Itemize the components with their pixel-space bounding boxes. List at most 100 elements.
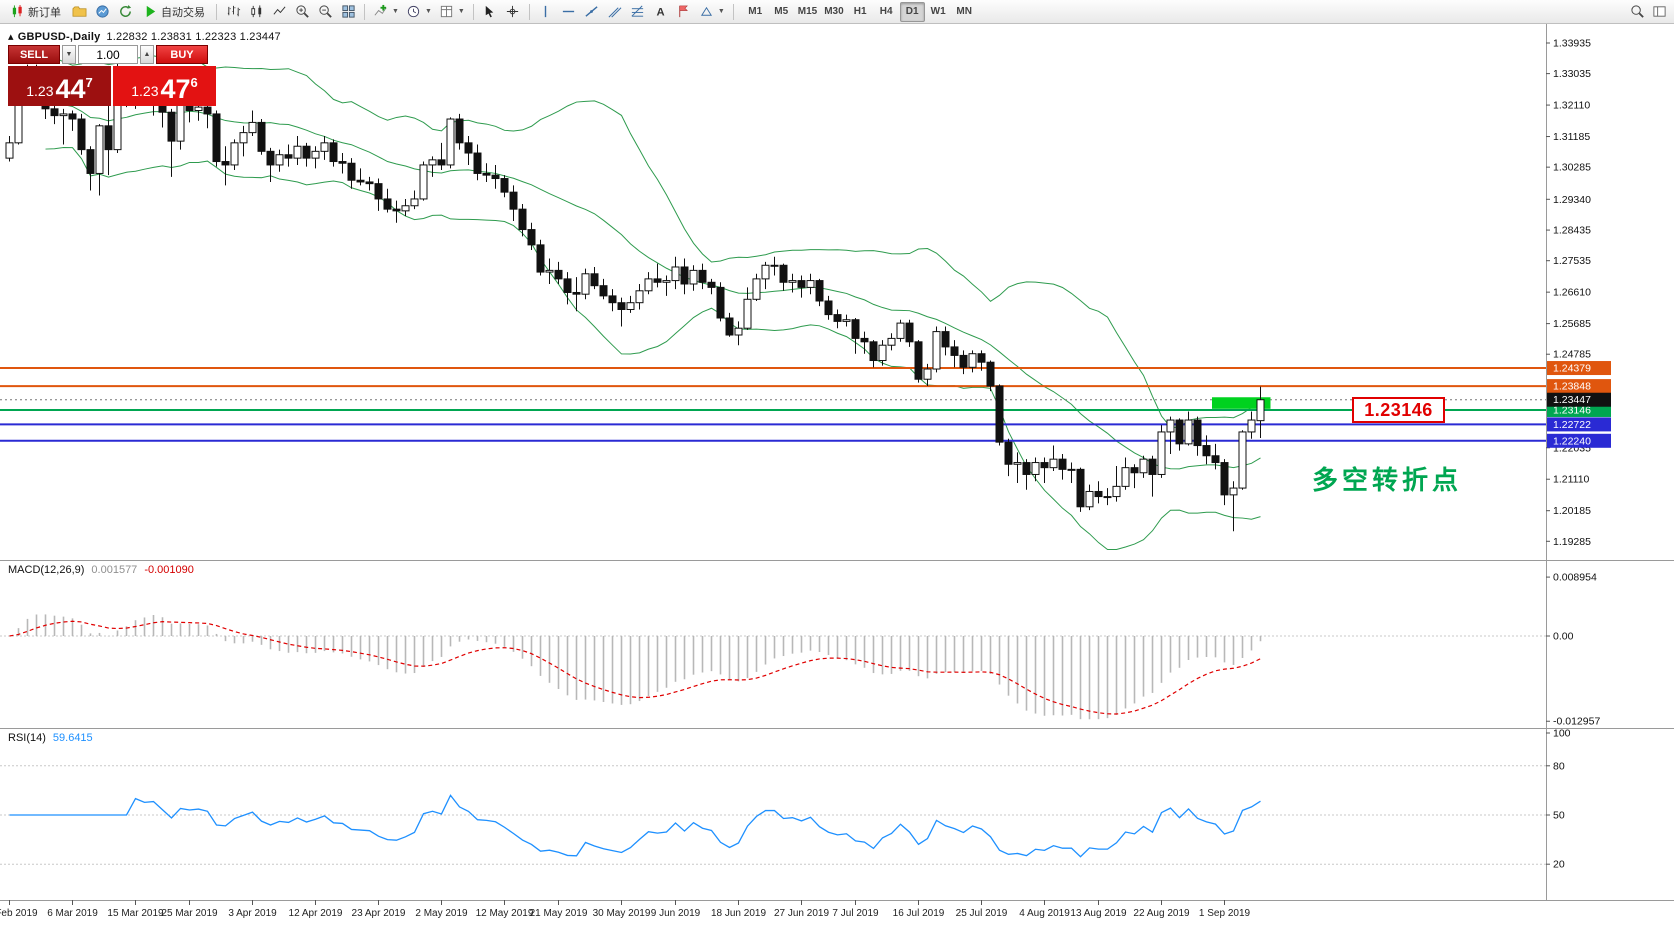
refresh-button[interactable] <box>114 2 136 22</box>
text-label-button[interactable] <box>673 2 695 22</box>
new-order-button[interactable]: 新订单 <box>4 2 67 22</box>
chart-window-icon <box>95 5 109 18</box>
candle-body <box>509 191 518 210</box>
text-tool-button[interactable]: A <box>650 2 672 22</box>
candle-body <box>428 159 437 166</box>
price-label-1.24379: 1.24379 <box>1553 363 1591 375</box>
timeframe-button-m1[interactable]: M1 <box>743 2 768 22</box>
price-label-1.22722: 1.22722 <box>1553 419 1591 431</box>
highlight-rectangle[interactable] <box>1212 397 1271 409</box>
layout-button[interactable] <box>1648 2 1670 22</box>
volume-input[interactable] <box>78 45 138 64</box>
candle-body <box>1085 490 1094 508</box>
candle-body <box>491 174 500 180</box>
candle-body <box>1103 496 1112 499</box>
collapse-arrow-icon[interactable]: ▴ <box>8 31 14 43</box>
volume-increase-button[interactable]: ▲ <box>140 45 154 64</box>
timeframe-button-w1[interactable]: W1 <box>926 2 951 22</box>
date-label: 30 May 2019 <box>593 908 651 919</box>
candle-body <box>1193 419 1202 447</box>
buy-button[interactable]: BUY <box>156 45 208 64</box>
rsi-axis-label: 100 <box>1553 728 1571 740</box>
candle-body <box>68 113 77 120</box>
search-icon <box>1630 5 1644 18</box>
timeframe-button-d1[interactable]: D1 <box>899 1 925 22</box>
date-label: 25 Jul 2019 <box>956 908 1008 919</box>
periods-button[interactable]: ▼ <box>403 2 435 22</box>
crosshair-button[interactable] <box>502 2 524 22</box>
rsi-line <box>9 794 1261 858</box>
fibonacci-button[interactable] <box>627 2 649 22</box>
trendline-icon <box>585 6 598 17</box>
candle-body <box>788 280 797 283</box>
candle-body <box>599 285 608 297</box>
profiles-button[interactable] <box>68 2 90 22</box>
price-axis-label: 1.32110 <box>1553 100 1590 112</box>
buy-price-panel[interactable]: 1.23 47 6 <box>113 66 216 106</box>
timeframe-button-h1[interactable]: H1 <box>848 2 873 22</box>
bar-chart-button[interactable] <box>222 2 244 22</box>
candle-body <box>770 264 779 267</box>
current-price-label: 1.23447 <box>1553 394 1591 406</box>
timeframe-button-m5[interactable]: M5 <box>769 2 794 22</box>
timeframe-button-m15[interactable]: M15 <box>795 2 820 22</box>
price-label-1.22240: 1.22240 <box>1553 435 1591 447</box>
sell-price-panel[interactable]: 1.23 44 7 <box>8 66 111 106</box>
equidistant-channel-button[interactable] <box>604 2 626 22</box>
cursor-button[interactable] <box>479 2 501 22</box>
candle-body <box>833 314 842 322</box>
price-axis-label: 1.20185 <box>1553 505 1591 517</box>
candle-body <box>419 164 428 200</box>
price-axis-label: 1.33035 <box>1553 68 1591 80</box>
candle-body <box>869 341 878 362</box>
tile-windows-button[interactable] <box>337 2 359 22</box>
search-button[interactable] <box>1626 2 1648 22</box>
price-label-1.22722-bg <box>1547 417 1611 432</box>
candle-body <box>221 161 230 166</box>
timeframe-button-mn[interactable]: MN <box>952 2 977 22</box>
date-label: 21 May 2019 <box>530 908 588 919</box>
candle-body <box>977 353 986 363</box>
candle-body <box>1157 431 1166 475</box>
candle-body <box>320 142 329 152</box>
price-annotation-box[interactable]: 1.23146 <box>1352 397 1445 423</box>
candle-body <box>1220 462 1229 496</box>
chart-window-button[interactable] <box>91 2 113 22</box>
timeframe-button-h4[interactable]: H4 <box>874 2 899 22</box>
templates-button[interactable]: ▼ <box>436 2 468 22</box>
turning-point-note[interactable]: 多空转折点 <box>1312 465 1463 495</box>
candle-body <box>1049 458 1058 469</box>
timeframe-group: M1 M5 M15 M30 H1 H4 D1 W1 MN <box>743 1 977 22</box>
crosshair-icon <box>507 5 519 18</box>
candle-body <box>482 172 491 176</box>
candle-body <box>653 278 662 283</box>
autotrading-button[interactable]: 自动交易 <box>137 2 211 22</box>
zoom-out-button[interactable] <box>314 2 336 22</box>
candle-body <box>608 295 617 304</box>
candle-body <box>293 145 302 159</box>
candle-body <box>554 269 563 280</box>
candle-body <box>464 142 473 154</box>
timeframe-button-m30[interactable]: M30 <box>821 2 846 22</box>
candlestick-chart-button[interactable] <box>245 2 267 22</box>
zoom-in-button[interactable] <box>291 2 313 22</box>
candle-body <box>743 298 752 329</box>
candle-body <box>212 113 221 163</box>
sell-button[interactable]: SELL <box>8 45 60 64</box>
bollinger-upper-band <box>45 51 1261 429</box>
chart-background[interactable] <box>0 24 1674 949</box>
line-chart-button[interactable] <box>268 2 290 22</box>
date-label: 12 Apr 2019 <box>289 908 343 919</box>
horizontal-line-button[interactable] <box>558 2 580 22</box>
candle-body <box>455 118 464 144</box>
candle-body <box>563 278 572 293</box>
candle-body <box>338 161 347 164</box>
indicators-button[interactable]: ▼ <box>370 2 402 22</box>
volume-decrease-button[interactable]: ▼ <box>62 45 76 64</box>
toolbar-separator <box>364 3 365 20</box>
shapes-button[interactable]: ▼ <box>696 2 728 22</box>
trendline-button[interactable] <box>581 2 603 22</box>
vertical-line-button[interactable] <box>535 2 557 22</box>
date-label: 23 Apr 2019 <box>352 908 406 919</box>
